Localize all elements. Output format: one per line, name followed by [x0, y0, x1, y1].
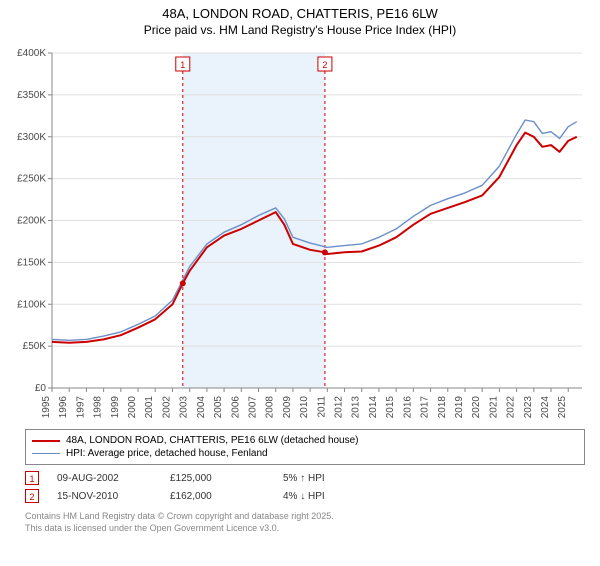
attribution-line1: Contains HM Land Registry data © Crown c… [25, 511, 585, 523]
svg-text:£100K: £100K [17, 299, 46, 310]
svg-text:2018: 2018 [437, 396, 448, 419]
page-subtitle: Price paid vs. HM Land Registry's House … [0, 23, 600, 37]
datapoint-delta: 4% ↓ HPI [283, 491, 378, 502]
legend-row-2: HPI: Average price, detached house, Fenl… [32, 447, 578, 460]
datapoint-date: 09-AUG-2002 [57, 473, 152, 484]
svg-text:£150K: £150K [17, 257, 46, 268]
datapoint-price: £162,000 [170, 491, 265, 502]
svg-text:2022: 2022 [506, 396, 517, 419]
svg-text:£300K: £300K [17, 132, 46, 143]
svg-text:2007: 2007 [247, 396, 258, 419]
attribution: Contains HM Land Registry data © Crown c… [25, 511, 585, 534]
svg-text:1997: 1997 [75, 396, 86, 419]
svg-text:2008: 2008 [265, 396, 276, 419]
datapoint-date: 15-NOV-2010 [57, 491, 152, 502]
svg-text:2023: 2023 [523, 396, 534, 419]
svg-text:2019: 2019 [454, 396, 465, 419]
svg-text:2009: 2009 [282, 396, 293, 419]
svg-text:2024: 2024 [540, 396, 551, 419]
page-title: 48A, LONDON ROAD, CHATTERIS, PE16 6LW [0, 6, 600, 21]
svg-text:2004: 2004 [196, 396, 207, 419]
svg-text:£400K: £400K [17, 48, 46, 59]
legend-swatch-1 [32, 440, 60, 442]
datapoint-badge: 2 [25, 489, 39, 503]
legend-label-1: 48A, LONDON ROAD, CHATTERIS, PE16 6LW (d… [66, 435, 359, 446]
svg-text:2: 2 [322, 60, 327, 70]
datapoint-row: 2 15-NOV-2010 £162,000 4% ↓ HPI [25, 487, 585, 505]
svg-text:2006: 2006 [230, 396, 241, 419]
datapoint-price: £125,000 [170, 473, 265, 484]
svg-text:2001: 2001 [144, 396, 155, 419]
svg-text:1995: 1995 [41, 396, 52, 419]
svg-text:2016: 2016 [402, 396, 413, 419]
attribution-line2: This data is licensed under the Open Gov… [25, 523, 585, 535]
legend-label-2: HPI: Average price, detached house, Fenl… [66, 448, 268, 459]
svg-text:£50K: £50K [23, 341, 47, 352]
legend: 48A, LONDON ROAD, CHATTERIS, PE16 6LW (d… [25, 429, 585, 465]
svg-text:2017: 2017 [420, 396, 431, 419]
svg-text:2025: 2025 [557, 396, 568, 419]
svg-text:2020: 2020 [471, 396, 482, 419]
datapoint-delta: 5% ↑ HPI [283, 473, 378, 484]
svg-text:2010: 2010 [299, 396, 310, 419]
svg-text:2002: 2002 [161, 396, 172, 419]
svg-text:2011: 2011 [316, 396, 327, 418]
svg-text:1999: 1999 [110, 396, 121, 419]
datapoints-table: 1 09-AUG-2002 £125,000 5% ↑ HPI 2 15-NOV… [25, 469, 585, 505]
svg-text:2003: 2003 [179, 396, 190, 419]
svg-text:1: 1 [180, 60, 185, 70]
svg-text:2021: 2021 [488, 396, 499, 419]
chart-svg: £0 £50K £100K £150K £200K £250K £300K £350K £400… [10, 43, 590, 423]
price-chart: £0 £50K £100K £150K £200K £250K £300K £350K £400… [10, 43, 590, 423]
legend-swatch-2 [32, 453, 60, 454]
svg-text:1998: 1998 [93, 396, 104, 419]
svg-text:1996: 1996 [58, 396, 69, 419]
datapoint-row: 1 09-AUG-2002 £125,000 5% ↑ HPI [25, 469, 585, 487]
legend-row-1: 48A, LONDON ROAD, CHATTERIS, PE16 6LW (d… [32, 434, 578, 447]
svg-text:£250K: £250K [17, 174, 46, 185]
svg-text:2013: 2013 [351, 396, 362, 419]
svg-text:2005: 2005 [213, 396, 224, 419]
datapoint-badge: 1 [25, 471, 39, 485]
svg-text:2000: 2000 [127, 396, 138, 419]
svg-text:£350K: £350K [17, 90, 46, 101]
svg-text:£200K: £200K [17, 216, 46, 227]
svg-text:2015: 2015 [385, 396, 396, 419]
svg-text:£0: £0 [35, 383, 47, 394]
svg-text:2012: 2012 [334, 396, 345, 419]
svg-text:2014: 2014 [368, 396, 379, 419]
